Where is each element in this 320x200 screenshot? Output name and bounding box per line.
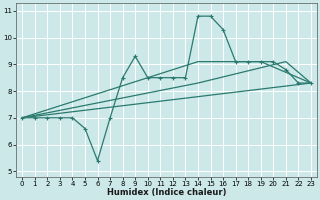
X-axis label: Humidex (Indice chaleur): Humidex (Indice chaleur): [107, 188, 226, 197]
